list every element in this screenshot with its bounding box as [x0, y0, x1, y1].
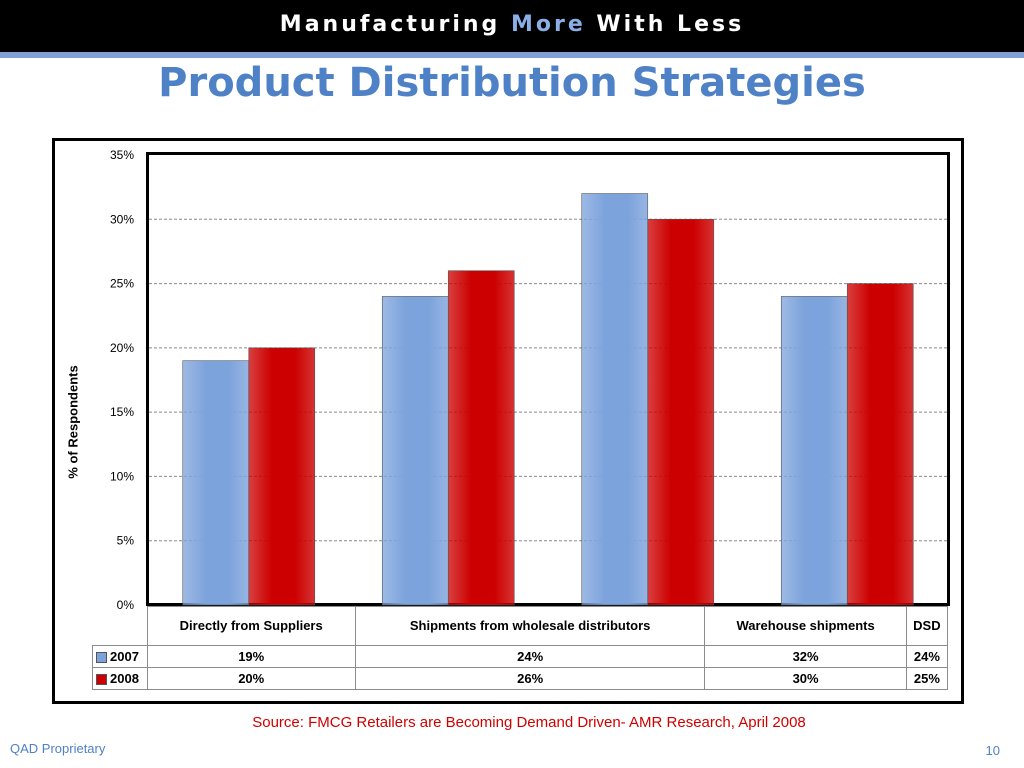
legend-label: 2007: [110, 649, 139, 664]
y-tick-label: 10%: [110, 469, 134, 483]
page-number: 10: [985, 743, 1000, 758]
table-cell: 26%: [354, 667, 706, 690]
bar-2008-2: [447, 270, 515, 606]
table-header-row: Directly from Suppliers Shipments from w…: [92, 606, 949, 646]
top-banner-bar: [0, 0, 1024, 52]
table-header-cell: Shipments from wholesale distributors: [354, 606, 706, 646]
legend-entry-2007: 2007: [92, 645, 148, 668]
bar-2007-4: [780, 296, 848, 606]
bar-2007-1: [182, 360, 250, 606]
table-cell: 30%: [704, 667, 907, 690]
table-row: 2008 20% 26% 30% 25%: [92, 667, 949, 690]
banner-text: Manufacturing More With Less: [0, 12, 1024, 37]
table-cell: 24%: [905, 645, 949, 668]
source-note: Source: FMCG Retailers are Becoming Dema…: [252, 714, 806, 731]
data-table: Directly from Suppliers Shipments from w…: [92, 606, 949, 690]
table-cell: 32%: [704, 645, 907, 668]
y-tick-label: 35%: [110, 148, 134, 162]
table-cell: 20%: [146, 667, 356, 690]
bar-2007-3: [581, 193, 649, 606]
top-banner-stripe: [0, 52, 1024, 58]
banner-part-2: With Less: [585, 12, 745, 37]
table-row: 2007 19% 24% 32% 24%: [92, 645, 949, 668]
table-cell: 25%: [905, 667, 949, 690]
y-tick-label: 25%: [110, 277, 134, 291]
bar-2008-4: [846, 283, 914, 606]
y-tick-label: 5%: [117, 534, 135, 548]
legend-entry-2008: 2008: [92, 667, 148, 690]
table-header-cell: Warehouse shipments: [704, 606, 907, 646]
table-cell: 24%: [354, 645, 706, 668]
slide-title: Product Distribution Strategies: [158, 60, 866, 106]
y-tick-label: 20%: [110, 341, 134, 355]
legend-label: 2008: [110, 671, 139, 686]
table-header-cell: Directly from Suppliers: [146, 606, 356, 646]
legend-swatch-2007: [96, 652, 107, 664]
banner-part-1: Manufacturing: [279, 12, 511, 37]
y-tick-label: 30%: [110, 212, 134, 226]
banner-accent: More: [510, 12, 586, 37]
footer-proprietary: QAD Proprietary: [10, 741, 106, 756]
bar-2008-1: [248, 347, 316, 606]
y-axis-label: % of Respondents: [65, 365, 81, 479]
legend-swatch-2008: [96, 674, 107, 686]
bar-2008-3: [647, 218, 715, 606]
table-corner: [92, 606, 147, 646]
bar-2007-2: [381, 296, 449, 606]
table-cell: 19%: [146, 645, 356, 668]
table-header-cell: DSD: [905, 606, 949, 646]
y-tick-label: 15%: [110, 405, 134, 419]
